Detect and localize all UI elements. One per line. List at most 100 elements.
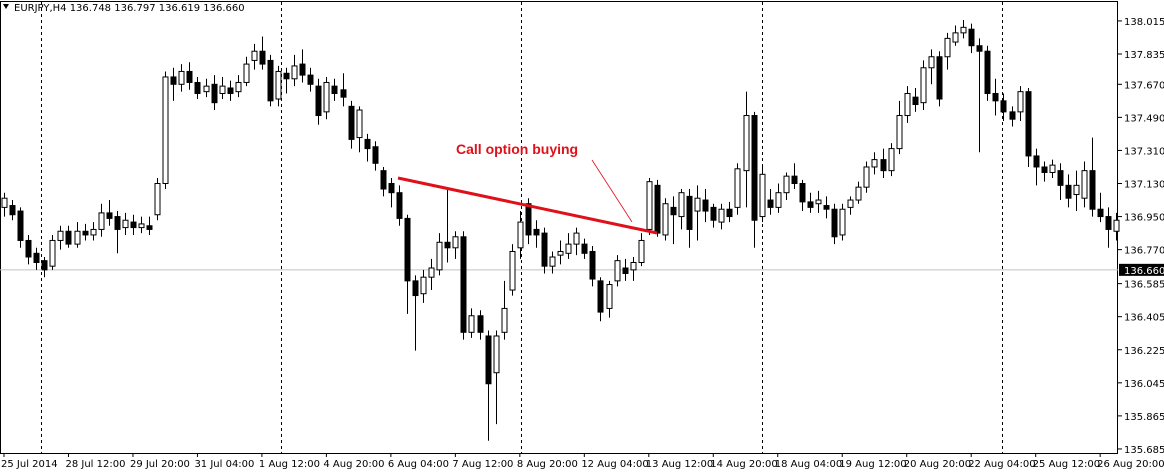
candle-body bbox=[565, 243, 572, 254]
candle-body bbox=[525, 203, 532, 236]
candle-body bbox=[517, 221, 524, 249]
candle-body bbox=[162, 76, 169, 185]
candle-body bbox=[718, 208, 725, 223]
candle-body bbox=[614, 260, 621, 282]
candle-body bbox=[581, 243, 588, 254]
bid-label-box bbox=[1119, 263, 1164, 276]
candle-body bbox=[65, 230, 72, 245]
candle-body bbox=[251, 50, 258, 61]
candle-body bbox=[348, 105, 355, 140]
candles bbox=[0, 20, 1120, 441]
candle-body bbox=[992, 92, 999, 102]
candle-body bbox=[751, 115, 758, 221]
candle-body bbox=[178, 70, 185, 85]
candle-body bbox=[1000, 100, 1007, 113]
candle-body bbox=[912, 96, 919, 106]
candle-body bbox=[57, 230, 64, 241]
candle-body bbox=[1049, 164, 1056, 173]
candle-body bbox=[106, 212, 113, 219]
candle-body bbox=[404, 217, 411, 282]
candle-body bbox=[557, 250, 564, 256]
candle-body bbox=[412, 280, 419, 297]
candle-body bbox=[186, 70, 193, 83]
candle-body bbox=[847, 199, 854, 208]
x-tick-label: 19 Aug 12:00 bbox=[839, 459, 906, 470]
candle-body bbox=[194, 81, 201, 94]
candle-body bbox=[1089, 170, 1096, 210]
candle-body bbox=[589, 250, 596, 280]
candle-body bbox=[606, 284, 613, 309]
candle-body bbox=[686, 195, 693, 230]
x-tick-label: 1 Aug 12:00 bbox=[259, 459, 320, 470]
candle-body bbox=[791, 175, 798, 185]
x-tick-label: 29 Jul 20:00 bbox=[130, 459, 190, 470]
candle-body bbox=[815, 199, 822, 205]
candle-body bbox=[807, 201, 814, 208]
candle-body bbox=[211, 83, 218, 104]
candle-body bbox=[452, 236, 459, 249]
candle-body bbox=[98, 212, 105, 230]
candle-body bbox=[90, 228, 97, 236]
candle-body bbox=[323, 81, 330, 113]
candle-body bbox=[928, 56, 935, 69]
candle-body bbox=[541, 232, 548, 267]
candle-body bbox=[904, 92, 911, 117]
candle-body bbox=[1009, 111, 1016, 120]
candle-body bbox=[1017, 91, 1024, 113]
candle-body bbox=[82, 230, 89, 236]
candle-body bbox=[460, 236, 467, 333]
candle-body bbox=[1105, 216, 1112, 230]
candle-body bbox=[235, 81, 242, 93]
candle-body bbox=[509, 250, 516, 291]
trend-line bbox=[397, 176, 658, 235]
candle-body bbox=[364, 138, 371, 150]
y-tick-label: 137.130 bbox=[1124, 180, 1164, 191]
candle-body bbox=[9, 205, 16, 216]
candle-body bbox=[1073, 184, 1080, 196]
candle-body bbox=[734, 168, 741, 208]
candle-body bbox=[597, 280, 604, 313]
candle-body bbox=[227, 87, 234, 94]
candle-body bbox=[307, 74, 314, 85]
candle-body bbox=[315, 85, 322, 117]
candle-body bbox=[823, 205, 830, 210]
candle-body bbox=[340, 89, 347, 98]
candle-body bbox=[646, 181, 653, 230]
candle-body bbox=[243, 63, 250, 83]
candle-body bbox=[380, 170, 387, 190]
y-tick-label: 137.490 bbox=[1124, 113, 1164, 124]
y-tick-label: 138.015 bbox=[1124, 17, 1164, 28]
candle-body bbox=[468, 315, 475, 333]
candle-body bbox=[493, 335, 500, 374]
candle-body bbox=[501, 307, 508, 333]
candle-body bbox=[283, 72, 290, 80]
x-tick-label: 14 Aug 20:00 bbox=[710, 459, 777, 470]
x-tick-label: 28 Jul 12:00 bbox=[65, 459, 125, 470]
candle-body bbox=[219, 85, 226, 94]
x-tick-label: 4 Aug 20:00 bbox=[323, 459, 384, 470]
candle-body bbox=[146, 225, 153, 230]
candle-body bbox=[799, 183, 806, 203]
candle-body bbox=[33, 252, 40, 263]
x-tick-label: 12 Aug 04:00 bbox=[581, 459, 648, 470]
candle-body bbox=[638, 239, 645, 263]
candle-body bbox=[114, 216, 121, 230]
candle-body bbox=[622, 267, 629, 275]
candle-body bbox=[678, 192, 685, 218]
candle-body bbox=[275, 70, 282, 100]
candle-body bbox=[74, 230, 81, 245]
candle-body bbox=[259, 50, 266, 65]
candle-body bbox=[1065, 184, 1072, 199]
candle-body bbox=[436, 241, 443, 271]
y-tick-label: 136.950 bbox=[1124, 213, 1164, 224]
candle-body bbox=[25, 239, 32, 258]
candle-body bbox=[428, 267, 435, 278]
x-tick-label: 31 Jul 04:00 bbox=[194, 459, 254, 470]
candle-body bbox=[743, 115, 750, 172]
candle-body bbox=[396, 192, 403, 219]
candle-body bbox=[203, 85, 210, 93]
candle-body bbox=[485, 335, 492, 385]
candle-body bbox=[630, 261, 637, 271]
candle-body bbox=[356, 109, 363, 139]
